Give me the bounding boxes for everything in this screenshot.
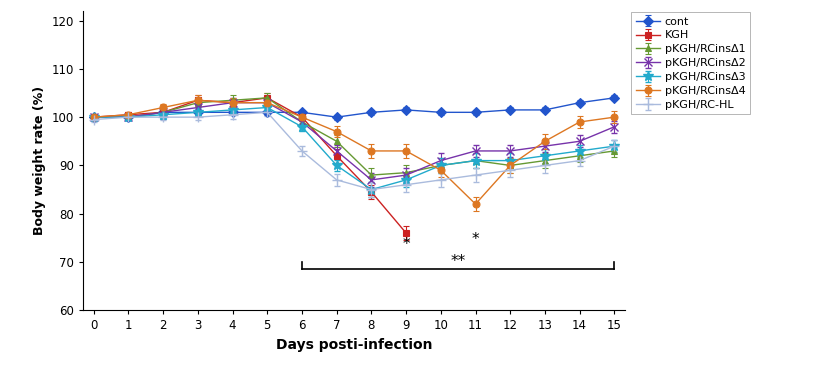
Legend: cont, KGH, pKGH/RCinsΔ1, pKGH/RCinsΔ2, pKGH/RCinsΔ3, pKGH/RCinsΔ4, pKGH/RC-HL: cont, KGH, pKGH/RCinsΔ1, pKGH/RCinsΔ2, p…	[631, 12, 750, 114]
Y-axis label: Body weight rate (%): Body weight rate (%)	[33, 86, 47, 235]
Text: *: *	[471, 233, 479, 247]
Text: *: *	[402, 237, 410, 252]
X-axis label: Days posti-infection: Days posti-infection	[276, 338, 432, 352]
Text: **: **	[451, 254, 466, 269]
